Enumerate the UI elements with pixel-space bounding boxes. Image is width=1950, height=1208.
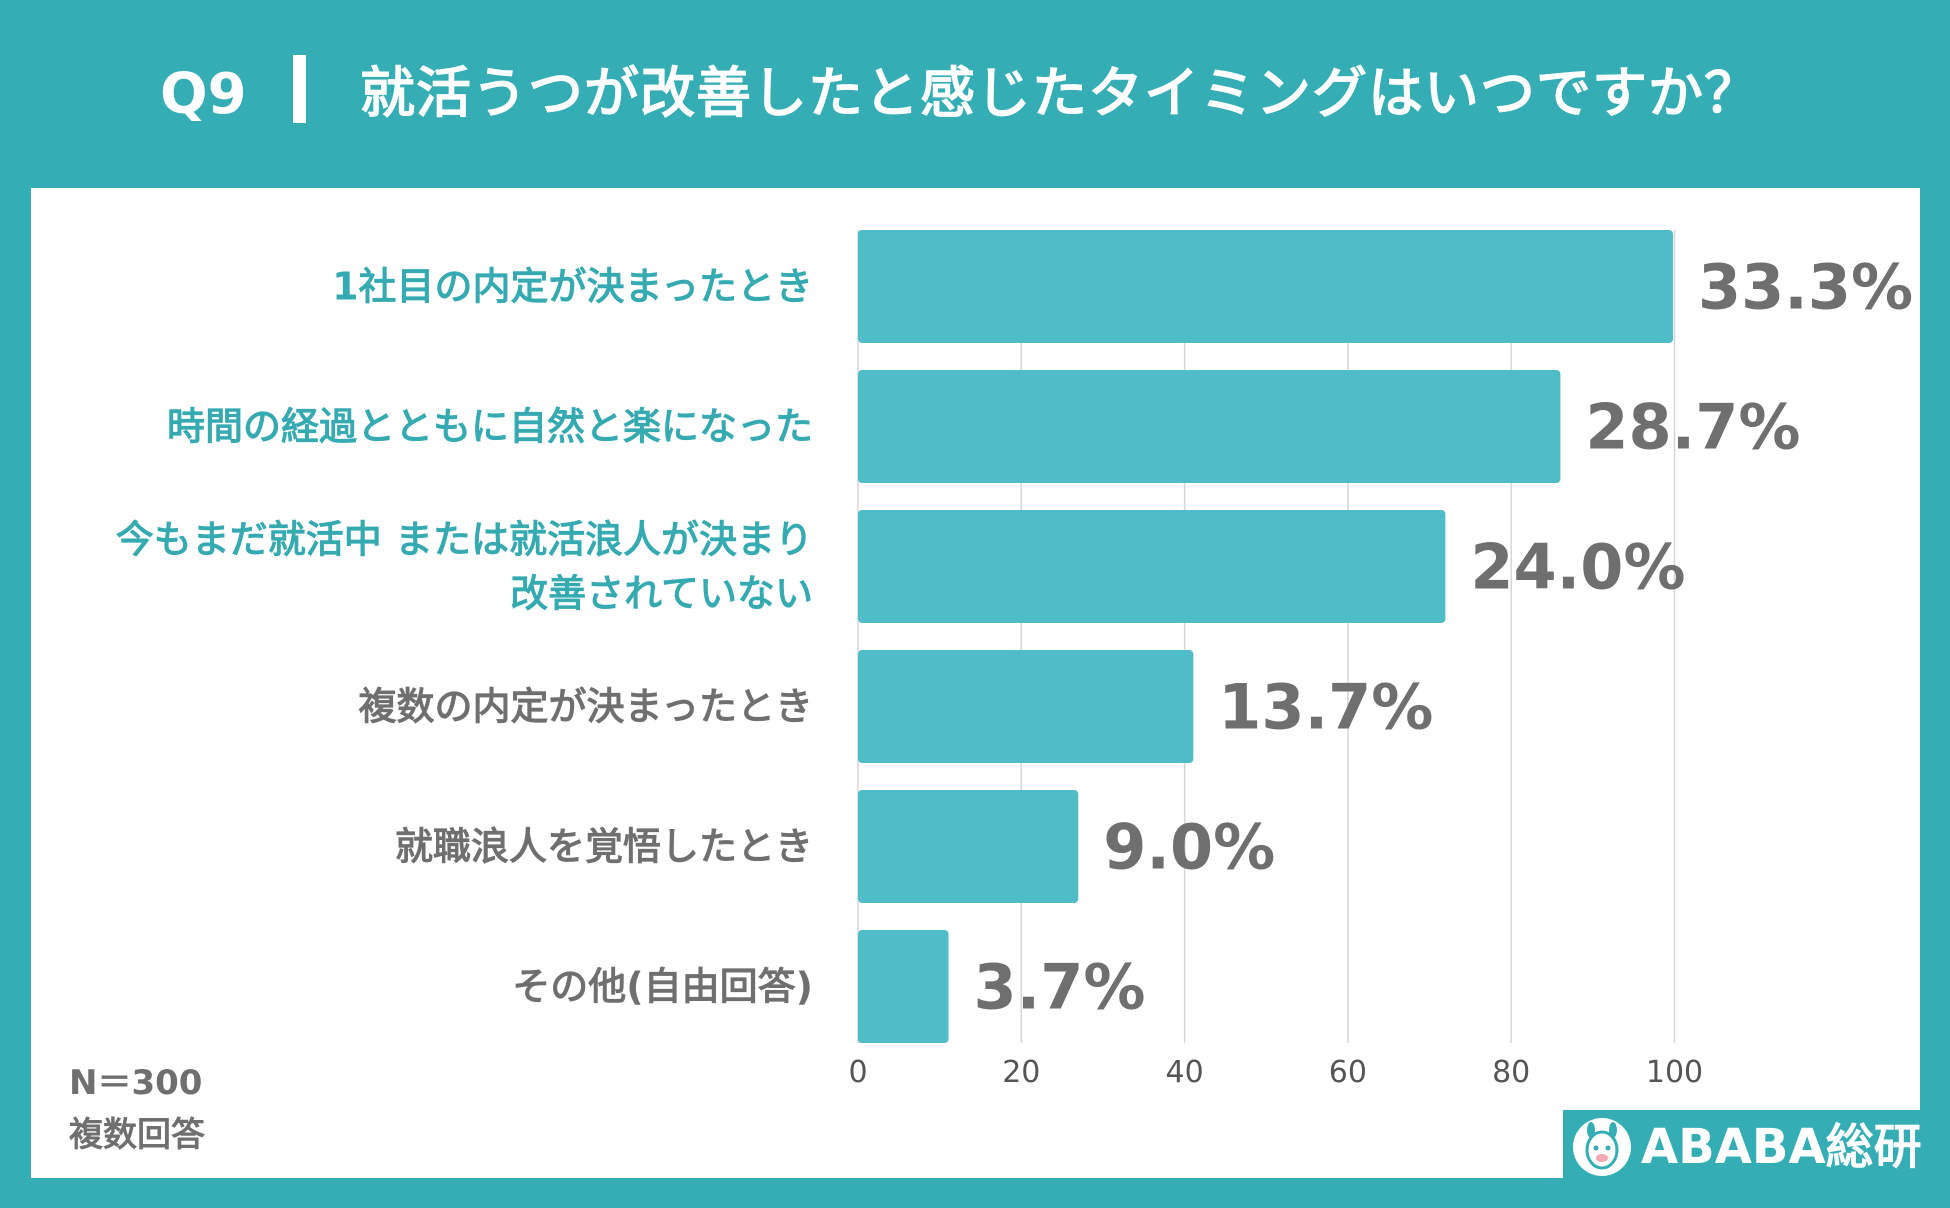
category-label: 就職浪人を覚悟したとき bbox=[395, 825, 813, 869]
x-tick-label: 0 bbox=[848, 1055, 867, 1090]
category-label: 複数の内定が決まったとき bbox=[359, 685, 813, 729]
x-tick-label: 60 bbox=[1329, 1055, 1367, 1090]
x-ticks: 0 20 40 60 80 100 bbox=[848, 1055, 1703, 1090]
bar bbox=[858, 370, 1561, 483]
value-label: 28.7% bbox=[1585, 391, 1800, 464]
category-label: 改善されていない bbox=[510, 572, 813, 616]
chart-panel: 1社目の内定が決まったとき時間の経過とともに自然と楽になった今もまだ就活中 また… bbox=[31, 188, 1920, 1178]
bar bbox=[858, 790, 1079, 903]
multiple-answer-note: 複数回答 bbox=[69, 1115, 206, 1155]
x-tick-label: 40 bbox=[1166, 1055, 1204, 1090]
category-label: 今もまだ就活中 または就活浪人が決まり bbox=[116, 518, 813, 562]
question-number: Q9 bbox=[160, 62, 247, 127]
value-labels: 33.3% 28.7% 24.0% 13.7% 9.0% 3.7% bbox=[974, 251, 1914, 1024]
header: Q9 就活うつが改善したと感じたタイミングはいつですか？ bbox=[0, 0, 1950, 185]
bar bbox=[858, 650, 1194, 763]
bar bbox=[858, 510, 1446, 623]
brand-logo: ABABA総研 bbox=[1563, 1110, 1922, 1184]
value-label: 13.7% bbox=[1218, 671, 1433, 744]
alpaca-mascot-icon bbox=[1573, 1118, 1631, 1176]
x-tick-label: 80 bbox=[1492, 1055, 1530, 1090]
question-title: 就活うつが改善したと感じたタイミングはいつですか？ bbox=[360, 61, 1761, 125]
sample-size-note: N＝300 bbox=[69, 1063, 202, 1103]
bar bbox=[858, 230, 1673, 343]
header-divider bbox=[293, 55, 306, 123]
grid-lines bbox=[857, 230, 1676, 1043]
category-label: 1社目の内定が決まったとき bbox=[332, 265, 813, 309]
x-tick-label: 20 bbox=[1002, 1055, 1040, 1090]
value-label: 33.3% bbox=[1698, 251, 1913, 324]
bars bbox=[858, 230, 1673, 1043]
category-label: その他(自由回答) bbox=[512, 965, 813, 1009]
x-tick-label: 100 bbox=[1646, 1055, 1703, 1090]
value-label: 24.0% bbox=[1470, 531, 1685, 604]
brand-name: ABABA総研 bbox=[1641, 1119, 1922, 1175]
value-label: 9.0% bbox=[1103, 811, 1275, 884]
bar bbox=[858, 930, 949, 1043]
value-label: 3.7% bbox=[974, 951, 1146, 1024]
category-label: 時間の経過とともに自然と楽になった bbox=[167, 405, 813, 449]
